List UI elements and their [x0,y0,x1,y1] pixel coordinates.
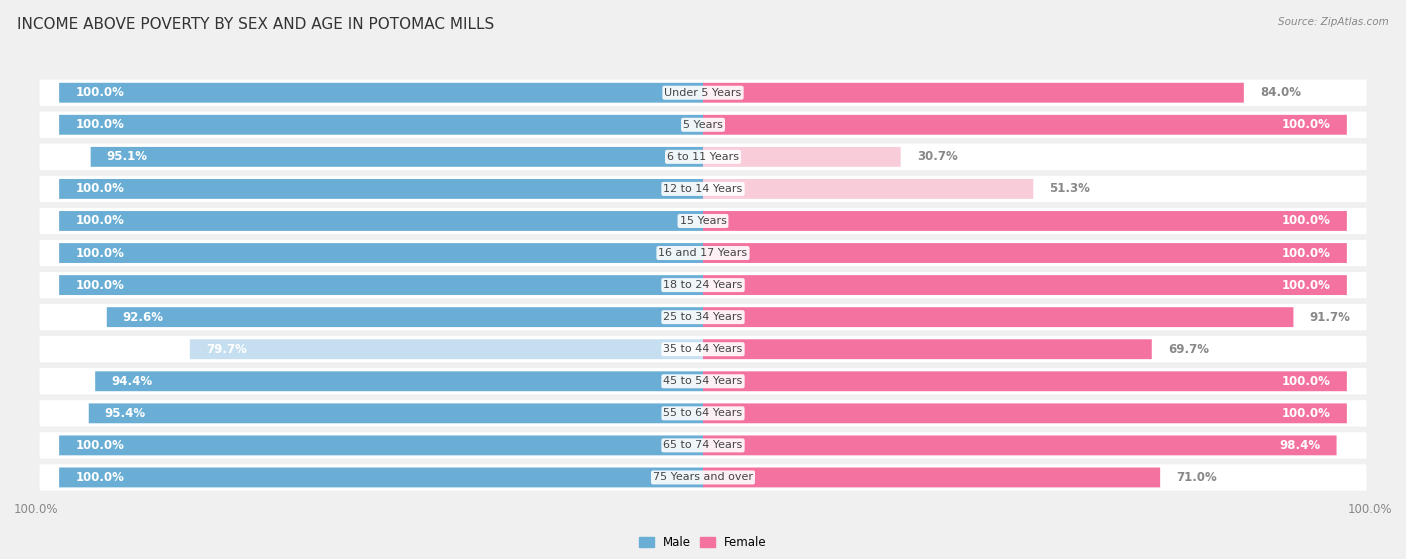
FancyBboxPatch shape [190,339,703,359]
Legend: Male, Female: Male, Female [634,532,772,554]
FancyBboxPatch shape [39,432,1367,458]
FancyBboxPatch shape [703,147,901,167]
FancyBboxPatch shape [39,240,1367,266]
FancyBboxPatch shape [59,467,703,487]
Text: 71.0%: 71.0% [1177,471,1218,484]
Text: 100.0%: 100.0% [1282,375,1330,388]
FancyBboxPatch shape [39,272,1367,299]
Text: 55 to 64 Years: 55 to 64 Years [664,408,742,418]
FancyBboxPatch shape [39,336,1367,362]
FancyBboxPatch shape [89,404,703,423]
Text: 100.0%: 100.0% [1282,119,1330,131]
FancyBboxPatch shape [703,467,1160,487]
Text: 15 Years: 15 Years [679,216,727,226]
FancyBboxPatch shape [39,144,1367,170]
FancyBboxPatch shape [59,83,703,103]
Text: 95.1%: 95.1% [107,150,148,163]
Text: Source: ZipAtlas.com: Source: ZipAtlas.com [1278,17,1389,27]
Text: 100.0%: 100.0% [1347,503,1392,516]
Text: 100.0%: 100.0% [76,119,124,131]
FancyBboxPatch shape [703,211,1347,231]
FancyBboxPatch shape [39,400,1367,427]
Text: 6 to 11 Years: 6 to 11 Years [666,152,740,162]
Text: 100.0%: 100.0% [76,278,124,292]
FancyBboxPatch shape [59,435,703,456]
FancyBboxPatch shape [59,243,703,263]
Text: 51.3%: 51.3% [1049,182,1090,196]
FancyBboxPatch shape [703,339,1152,359]
FancyBboxPatch shape [39,368,1367,395]
Text: 12 to 14 Years: 12 to 14 Years [664,184,742,194]
Text: 79.7%: 79.7% [205,343,247,356]
Text: 30.7%: 30.7% [917,150,957,163]
FancyBboxPatch shape [59,179,703,199]
FancyBboxPatch shape [703,435,1337,456]
FancyBboxPatch shape [59,115,703,135]
Text: 75 Years and over: 75 Years and over [652,472,754,482]
Text: 100.0%: 100.0% [1282,247,1330,259]
FancyBboxPatch shape [703,371,1347,391]
FancyBboxPatch shape [703,243,1347,263]
Text: 100.0%: 100.0% [76,182,124,196]
FancyBboxPatch shape [39,304,1367,330]
Text: 65 to 74 Years: 65 to 74 Years [664,440,742,451]
Text: 94.4%: 94.4% [111,375,152,388]
FancyBboxPatch shape [39,176,1367,202]
Text: 16 and 17 Years: 16 and 17 Years [658,248,748,258]
FancyBboxPatch shape [39,465,1367,491]
Text: 92.6%: 92.6% [122,311,165,324]
Text: 100.0%: 100.0% [76,247,124,259]
Text: 25 to 34 Years: 25 to 34 Years [664,312,742,322]
FancyBboxPatch shape [703,83,1244,103]
FancyBboxPatch shape [59,211,703,231]
FancyBboxPatch shape [59,275,703,295]
Text: 100.0%: 100.0% [76,471,124,484]
FancyBboxPatch shape [96,371,703,391]
FancyBboxPatch shape [39,208,1367,234]
Text: 100.0%: 100.0% [76,86,124,100]
Text: 18 to 24 Years: 18 to 24 Years [664,280,742,290]
FancyBboxPatch shape [39,112,1367,138]
Text: 5 Years: 5 Years [683,120,723,130]
Text: Under 5 Years: Under 5 Years [665,88,741,98]
Text: 100.0%: 100.0% [14,503,59,516]
Text: 45 to 54 Years: 45 to 54 Years [664,376,742,386]
FancyBboxPatch shape [703,179,1033,199]
FancyBboxPatch shape [107,307,703,327]
FancyBboxPatch shape [39,79,1367,106]
FancyBboxPatch shape [90,147,703,167]
Text: 98.4%: 98.4% [1279,439,1320,452]
FancyBboxPatch shape [703,275,1347,295]
Text: 100.0%: 100.0% [76,215,124,228]
Text: 100.0%: 100.0% [1282,278,1330,292]
Text: 95.4%: 95.4% [105,407,146,420]
Text: 100.0%: 100.0% [1282,407,1330,420]
Text: INCOME ABOVE POVERTY BY SEX AND AGE IN POTOMAC MILLS: INCOME ABOVE POVERTY BY SEX AND AGE IN P… [17,17,494,32]
Text: 91.7%: 91.7% [1309,311,1350,324]
Text: 35 to 44 Years: 35 to 44 Years [664,344,742,354]
FancyBboxPatch shape [703,115,1347,135]
Text: 84.0%: 84.0% [1260,86,1301,100]
Text: 69.7%: 69.7% [1168,343,1209,356]
Text: 100.0%: 100.0% [1282,215,1330,228]
FancyBboxPatch shape [703,307,1294,327]
Text: 100.0%: 100.0% [76,439,124,452]
FancyBboxPatch shape [703,404,1347,423]
